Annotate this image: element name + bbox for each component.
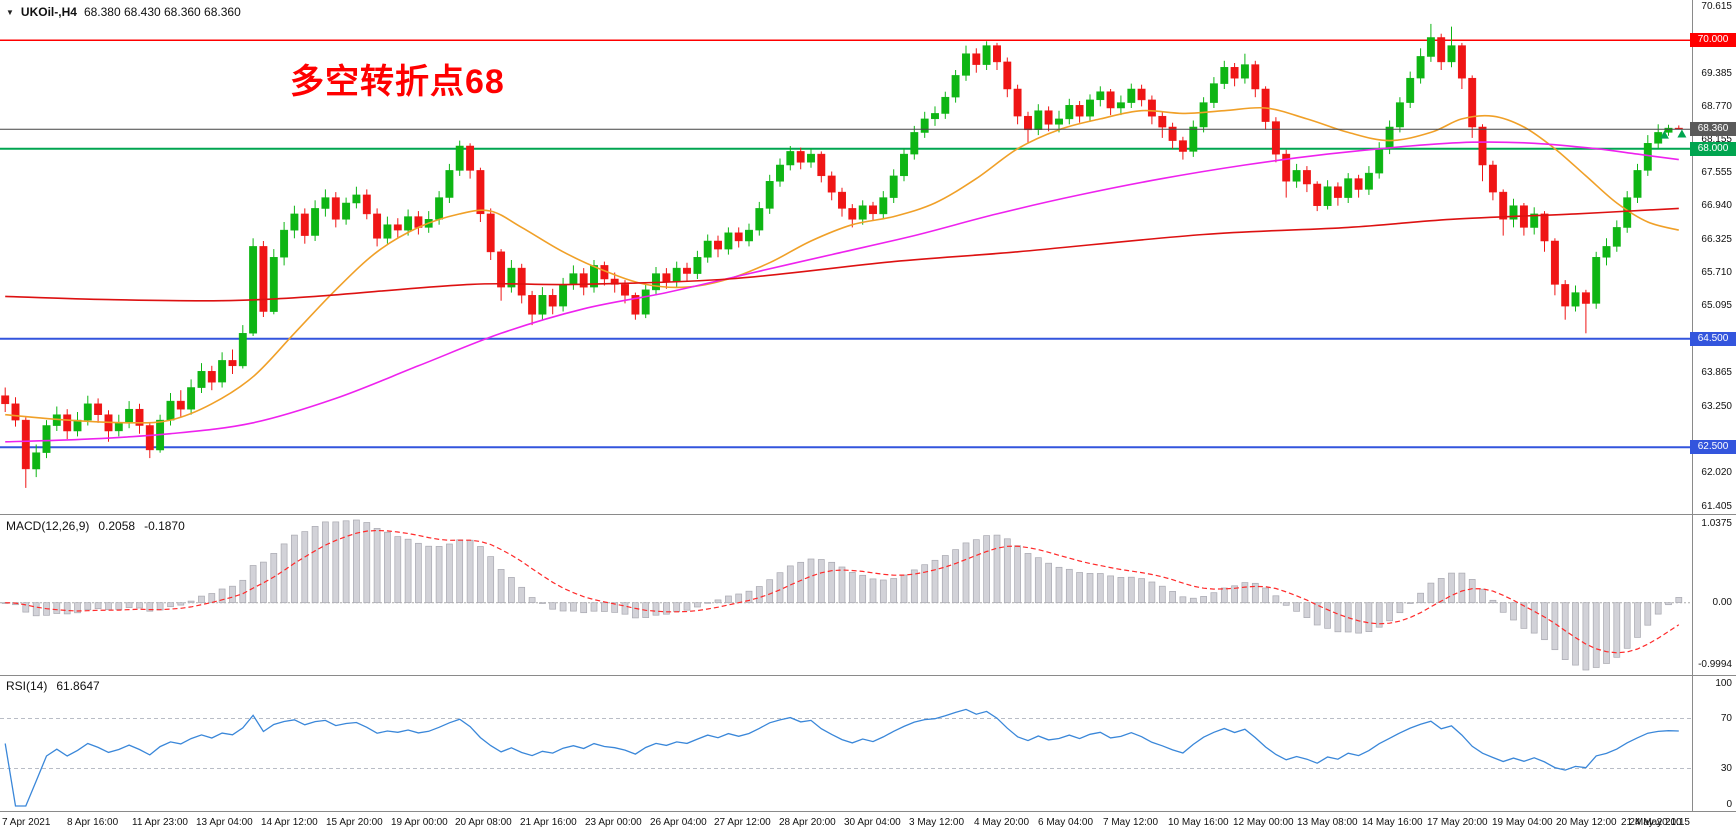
time-label: 13 Apr 04:00 xyxy=(196,817,253,828)
time-label: 4 May 20:00 xyxy=(974,817,1030,828)
time-axis[interactable]: 7 Apr 2021 8 Apr 16:00 11 Apr 23:00 13 Apr … xyxy=(0,812,1736,835)
macd-main-value: 0.2058 xyxy=(98,519,136,533)
macd-signal-value: -0.1870 xyxy=(144,519,185,533)
time-label: 24 May 21:15 xyxy=(1629,817,1690,828)
time-label: 20 May 12:00 xyxy=(1556,817,1617,828)
price-axis[interactable]: 70.615 69.385 68.770 68.155 67.555 66.940 66.3… xyxy=(1690,0,1736,835)
time-label: 10 May 16:00 xyxy=(1168,817,1229,828)
time-label: 11 Apr 23:00 xyxy=(132,817,188,828)
macd-title: MACD(12,26,9) 0.2058 -0.1870 xyxy=(6,519,185,533)
time-label: 21 Apr 16:00 xyxy=(520,817,577,828)
time-label: 21 May 20:00 xyxy=(1621,817,1682,828)
price-axis-label: 65.095 xyxy=(1701,300,1732,311)
time-label: 8 Apr 16:00 xyxy=(67,817,119,828)
price-axis-label: 30 xyxy=(1720,763,1732,774)
symbol-period-label: UKOil-,H4 xyxy=(20,5,77,19)
time-label: 12 May 00:00 xyxy=(1233,817,1294,828)
macd-indicator-layer xyxy=(0,519,1692,671)
time-label: 3 May 12:00 xyxy=(909,817,965,828)
time-label: 7 May 12:00 xyxy=(1103,817,1159,828)
time-label: 30 Apr 04:00 xyxy=(844,817,901,828)
time-label: 23 Apr 00:00 xyxy=(585,817,642,828)
ohlc-values: 68.380 68.430 68.360 68.360 xyxy=(83,5,241,19)
macd-title-label: MACD(12,26,9) xyxy=(6,519,90,533)
price-axis-label: 66.325 xyxy=(1701,234,1732,245)
time-label: 15 Apr 20:00 xyxy=(326,817,383,828)
price-axis-label: 1.0375 xyxy=(1701,518,1732,529)
time-label: 28 Apr 20:00 xyxy=(779,817,836,828)
rsi-indicator-layer xyxy=(0,708,1692,807)
moving-averages-layer xyxy=(5,106,1679,443)
panel-borders xyxy=(0,0,1736,812)
rsi-title: RSI(14) 61.8647 xyxy=(6,679,100,693)
annotation-text: 多空转折点68 xyxy=(290,63,505,101)
price-axis-label: 67.555 xyxy=(1701,167,1732,178)
price-axis-box: 68.000 xyxy=(1690,142,1736,156)
rsi-value: 61.8647 xyxy=(56,679,100,693)
horizontal-lines-layer xyxy=(0,39,1692,449)
time-label: 7 Apr 2021 xyxy=(2,817,51,828)
price-axis-label: -0.9994 xyxy=(1698,659,1732,670)
time-label: 13 May 08:00 xyxy=(1297,817,1358,828)
price-axis-label: 63.250 xyxy=(1701,401,1732,412)
trade-arrow-markers xyxy=(1659,129,1687,139)
price-axis-label: 70.615 xyxy=(1701,1,1732,12)
time-label: 19 May 04:00 xyxy=(1492,817,1553,828)
time-label: 20 Apr 08:00 xyxy=(455,817,512,828)
time-label: 14 Apr 12:00 xyxy=(261,817,318,828)
price-axis-label: 100 xyxy=(1715,678,1732,689)
time-label: 27 Apr 12:00 xyxy=(714,817,771,828)
price-axis-label: 61.405 xyxy=(1701,501,1732,512)
price-axis-label: 68.770 xyxy=(1701,101,1732,112)
price-axis-label: 69.385 xyxy=(1701,68,1732,79)
candles-layer xyxy=(1,23,1683,488)
price-axis-label: 0.00 xyxy=(1712,597,1732,608)
price-axis-box: 64.500 xyxy=(1690,332,1736,346)
collapse-icon[interactable]: ▼ xyxy=(6,7,14,17)
price-axis-label: 0 xyxy=(1726,799,1732,810)
price-axis-label: 62.020 xyxy=(1701,467,1732,478)
price-axis-label: 65.710 xyxy=(1701,267,1732,278)
rsi-title-label: RSI(14) xyxy=(6,679,48,693)
price-axis-label: 70 xyxy=(1720,713,1732,724)
price-axis-box: 70.000 xyxy=(1690,33,1736,47)
time-label: 6 May 04:00 xyxy=(1038,817,1094,828)
price-axis-box: 68.360 xyxy=(1690,122,1736,136)
time-label: 17 May 20:00 xyxy=(1427,817,1488,828)
price-axis-box: 62.500 xyxy=(1690,440,1736,454)
chart-title: ▼ UKOil-,H4 68.380 68.430 68.360 68.360 xyxy=(6,5,241,19)
price-axis-label: 66.940 xyxy=(1701,200,1732,211)
time-label: 14 May 16:00 xyxy=(1362,817,1423,828)
time-label: 19 Apr 00:00 xyxy=(391,817,448,828)
price-axis-label: 68.155 xyxy=(1701,134,1732,145)
price-axis-label: 63.865 xyxy=(1701,367,1732,378)
time-label: 26 Apr 04:00 xyxy=(650,817,707,828)
